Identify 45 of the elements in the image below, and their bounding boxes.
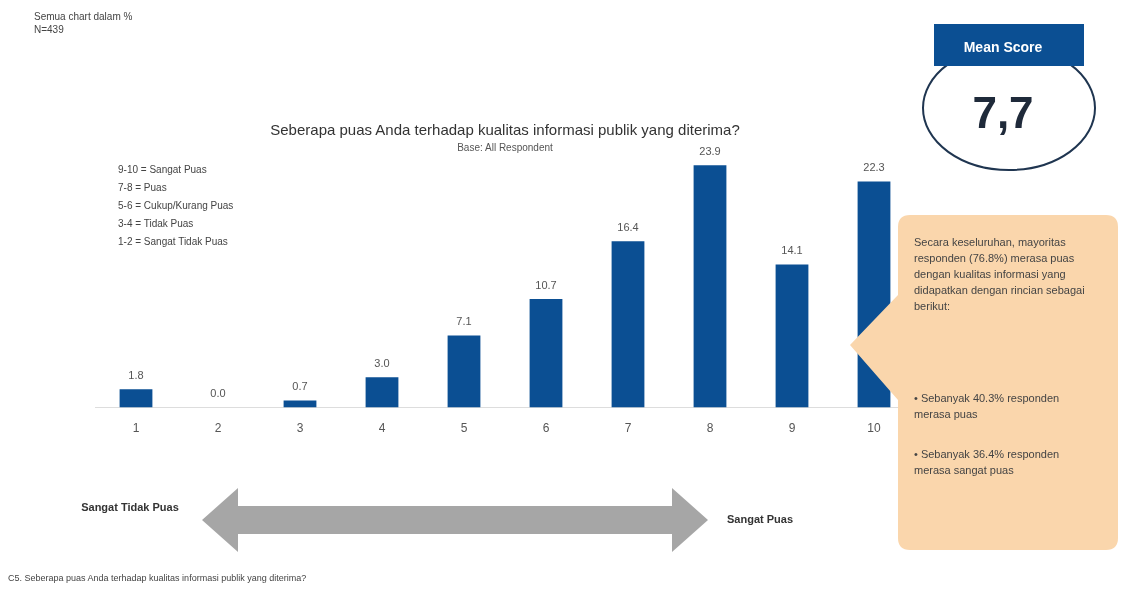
bar: [283, 400, 317, 408]
x-tick-label: 9: [788, 421, 796, 436]
bar: [693, 165, 727, 408]
x-tick-label: 4: [378, 421, 386, 436]
x-tick-label: 3: [296, 421, 304, 436]
annotation: 1-2 = Sangat Tidak Puas: [118, 235, 228, 249]
chart-subtitle: Base: All Respondent: [457, 141, 554, 153]
data-label: 3.0: [374, 356, 390, 369]
text: Semua chart dalam %: [34, 10, 133, 24]
x-tick-label: 10: [867, 421, 881, 436]
annotation: 5-6 = Cukup/Kurang Puas: [118, 199, 234, 213]
text: Mean Score: [962, 38, 1044, 56]
chart-title: Seberapa puas Anda terhadap kualitas informasi publik yang diterima?: [270, 121, 740, 139]
text: N=439: [34, 23, 64, 37]
data-label: 0.7: [292, 380, 308, 393]
data-label: 16.4: [617, 220, 639, 233]
data-label: 10.7: [535, 278, 557, 291]
data-label: 23.9: [699, 144, 721, 157]
annotation: 3-4 = Tidak Puas: [118, 217, 194, 231]
data-label: 7.1: [456, 315, 472, 328]
bar: [775, 264, 809, 408]
x-tick-label: 7: [624, 421, 632, 436]
text: 7,7: [971, 88, 1035, 138]
text: • Sebanyak 36.4% responden merasa sangat puas: [914, 447, 1061, 478]
x-tick-label: 1: [132, 421, 140, 436]
annotation: 9-10 = Sangat Puas: [118, 163, 207, 177]
annotation: Secara keseluruhan, mayoritas responden (76.8%) merasa puas dengan kualitas informasi yang didapatkan dengan rincian sebagai berikut:: [914, 235, 1086, 314]
x-tick-label: 5: [460, 421, 468, 436]
data-label: 14.1: [781, 244, 803, 257]
annotation: 7-8 = Puas: [118, 181, 167, 195]
text: Sangat Puas: [726, 512, 794, 527]
bar: [447, 335, 481, 408]
data-label: 22.3: [863, 160, 885, 173]
bar: [119, 389, 153, 408]
data-label: 0.0: [210, 387, 226, 400]
x-tick-label: 2: [214, 421, 222, 436]
x-tick-label: 6: [542, 421, 550, 436]
annotation: • Sebanyak 40.3% responden merasa puas: [914, 391, 1061, 422]
bar: [611, 241, 645, 408]
data-label: 1.8: [128, 368, 144, 381]
x-tick-label: 8: [706, 421, 714, 436]
text: Sangat Tidak Puas: [80, 500, 180, 515]
bar: [365, 377, 399, 408]
text: C5. Seberapa puas Anda terhadap kualitas informasi publik yang diterima?: [8, 572, 307, 585]
bar: [529, 299, 563, 408]
